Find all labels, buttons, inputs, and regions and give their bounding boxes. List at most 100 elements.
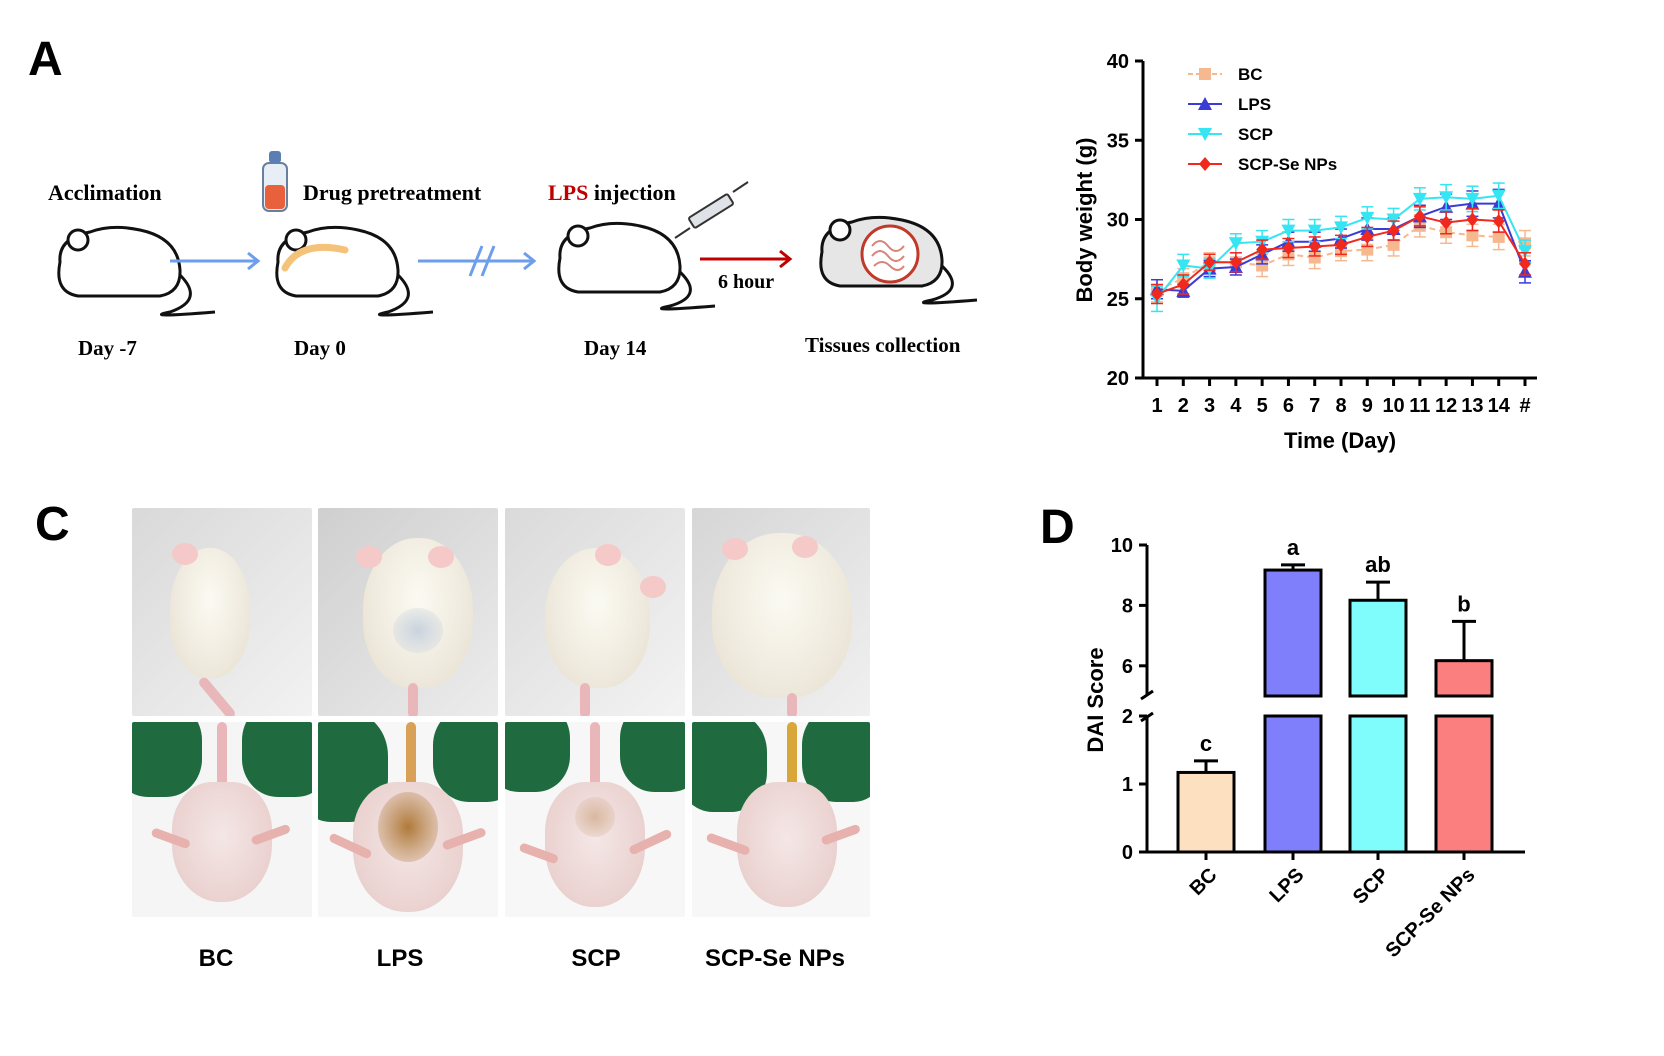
data-point xyxy=(1466,229,1479,242)
x-tick-label: 8 xyxy=(1335,395,1346,417)
label-day-minus-7: Day -7 xyxy=(78,336,137,360)
x-tick-label: 7 xyxy=(1309,395,1320,417)
x-tick-label: 12 xyxy=(1435,395,1457,417)
x-tick-label: 14 xyxy=(1488,395,1511,417)
data-point xyxy=(1334,221,1348,235)
syringe-icon xyxy=(674,181,749,239)
y-tick-label: 8 xyxy=(1122,595,1133,617)
data-point xyxy=(1256,242,1269,257)
panel-label-c: C xyxy=(35,498,70,551)
photo-label-lps: LPS xyxy=(377,945,424,972)
data-point xyxy=(1308,239,1321,254)
data-point xyxy=(1151,286,1163,301)
label-acclimation: Acclimation xyxy=(48,180,162,205)
data-point xyxy=(1281,224,1296,238)
label-6-hour: 6 hour xyxy=(718,271,774,293)
data-point xyxy=(1518,245,1532,259)
mouse-icon-acclimation xyxy=(57,225,216,317)
significance-letter: a xyxy=(1287,535,1300,560)
bar-lower xyxy=(1263,714,1323,854)
label-injection-word: injection xyxy=(588,180,675,205)
x-tick-label: 13 xyxy=(1461,395,1483,417)
data-point xyxy=(1465,192,1480,206)
bar-upper xyxy=(1263,568,1323,698)
x-tick-label: 2 xyxy=(1178,395,1189,417)
bar-group-0: c xyxy=(1176,731,1236,854)
data-point xyxy=(1176,259,1191,273)
y-tick-label: 35 xyxy=(1107,130,1129,152)
photo-bc-dorsal xyxy=(132,508,312,716)
data-point xyxy=(1335,237,1347,252)
data-point xyxy=(1386,213,1401,227)
photo-scp-dorsal xyxy=(505,508,685,716)
x-tick-label: BC xyxy=(1186,864,1222,900)
photo-label-bc: BC xyxy=(199,945,234,972)
x-tick-label: 6 xyxy=(1283,395,1294,417)
x-tick-label: 4 xyxy=(1230,395,1242,417)
data-point xyxy=(1177,277,1190,292)
x-tick-label: 11 xyxy=(1409,395,1430,417)
arrow-2-icon xyxy=(418,245,537,277)
bar-group-1: a xyxy=(1263,535,1323,854)
bar xyxy=(1176,770,1236,854)
panel-label-a: A xyxy=(28,33,63,86)
x-tick-label: 3 xyxy=(1204,395,1215,417)
panel-label-c-svg: C xyxy=(35,498,70,551)
legend-marker xyxy=(1199,157,1211,171)
bar-lower xyxy=(1348,714,1408,854)
y-axis-title: DAI Score xyxy=(1083,647,1108,752)
data-point xyxy=(1440,215,1453,230)
data-point xyxy=(1228,237,1243,251)
photo-labels: BC LPS SCP SCP-Se NPs xyxy=(199,945,845,972)
mouse-icon-pretreatment xyxy=(275,225,434,317)
legend-label: LPS xyxy=(1238,95,1271,114)
data-point xyxy=(1439,191,1454,205)
x-tick-label: 9 xyxy=(1362,395,1373,417)
significance-letter: ab xyxy=(1365,552,1391,577)
significance-letter: b xyxy=(1457,591,1470,616)
legend-label: SCP-Se NPs xyxy=(1238,155,1337,174)
drug-bottle-icon xyxy=(262,151,288,212)
x-tick-label: LPS xyxy=(1265,864,1308,907)
label-lps-word: LPS xyxy=(548,180,588,205)
data-point xyxy=(1282,241,1295,256)
mouse-icon-lps xyxy=(557,221,716,311)
series-scpse xyxy=(1151,206,1531,305)
y-tick-label: 1 xyxy=(1122,774,1133,796)
data-point xyxy=(1387,238,1400,251)
bar-group-3: b xyxy=(1434,591,1494,854)
data-point xyxy=(1412,192,1427,206)
panel-a: A xyxy=(28,33,978,360)
y-tick-label: 25 xyxy=(1107,289,1129,311)
y-tick-label: 10 xyxy=(1111,535,1133,557)
data-point xyxy=(1492,230,1505,243)
panel-d-bar-chart: D 0 1 2 6 8 10 DAI Score c BC a LPS ab SCP b SCP-Se NP… xyxy=(1040,501,1525,962)
data-point xyxy=(1361,229,1374,244)
y-tick-label: 20 xyxy=(1107,368,1129,390)
x-tick-label: SCP xyxy=(1349,864,1394,909)
y-tick-label: 2 xyxy=(1122,706,1133,728)
label-drug-pretreatment: Drug pretreatment xyxy=(303,180,482,205)
arrow-1-icon xyxy=(170,251,261,271)
y-tick-label: 40 xyxy=(1107,51,1129,73)
data-point xyxy=(1413,209,1426,224)
gavage-path-icon xyxy=(281,243,349,272)
data-point xyxy=(1256,259,1269,272)
photo-lps-ventral xyxy=(318,722,498,917)
panel-label-d: D xyxy=(1040,501,1075,554)
photo-scp-se-ventral xyxy=(692,722,870,917)
data-point xyxy=(1466,212,1479,227)
data-point xyxy=(1229,255,1242,270)
label-day-14: Day 14 xyxy=(584,336,647,360)
bar-lower xyxy=(1434,714,1494,854)
arrow-3-icon xyxy=(700,249,793,269)
bar-upper xyxy=(1348,598,1408,698)
data-point xyxy=(1360,211,1375,225)
legend-label: SCP xyxy=(1238,125,1273,144)
axis-break-mark xyxy=(1140,689,1154,701)
legend-marker xyxy=(1199,68,1211,80)
label-lps-injection: LPS injection xyxy=(548,180,676,205)
bar-upper xyxy=(1434,659,1494,698)
x-tick-label: 1 xyxy=(1151,395,1162,417)
